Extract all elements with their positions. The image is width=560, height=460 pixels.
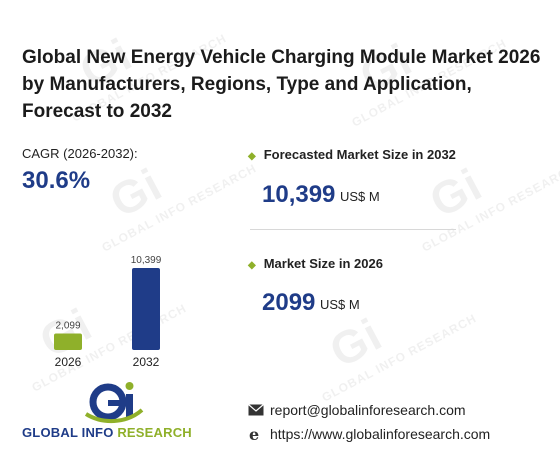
email-contact[interactable]: report@globalinforesearch.com xyxy=(248,402,466,418)
bullet-icon: ◆ xyxy=(248,151,256,162)
forecast-size-value: 10,399 xyxy=(262,181,336,208)
brand-logo xyxy=(84,382,144,424)
divider xyxy=(250,229,456,230)
page-title: Global New Energy Vehicle Charging Modul… xyxy=(22,47,541,122)
cagr-value: 30.6% xyxy=(22,167,91,194)
market-size-label: ◆ Market Size in 2026 xyxy=(248,256,383,271)
bar-2026 xyxy=(54,333,82,350)
bullet-icon: ◆ xyxy=(248,260,256,271)
market-size-bar-chart: 2,099 2026 10,399 2032 xyxy=(54,255,162,369)
svg-text:e: e xyxy=(249,426,259,442)
market-size-value: 2099 xyxy=(262,289,316,316)
cagr-label: CAGR (2026-2032): xyxy=(22,146,138,161)
email-link[interactable]: report@globalinforesearch.com xyxy=(270,402,466,418)
watermark: Gi GLOBAL INFO RESEARCH xyxy=(99,157,259,255)
x-tick-label: 2032 xyxy=(133,355,160,369)
watermark: Gi GLOBAL INFO RESEARCH xyxy=(319,307,479,405)
website-link[interactable]: https://www.globalinforesearch.com xyxy=(270,426,491,442)
x-tick-label: 2026 xyxy=(55,355,82,369)
website-contact[interactable]: e https://www.globalinforesearch.com xyxy=(248,426,490,442)
brand-name: GLOBAL INFO RESEARCH xyxy=(22,425,192,440)
data-label: 2,099 xyxy=(55,320,80,331)
data-label: 10,399 xyxy=(131,255,162,266)
email-icon xyxy=(248,404,264,416)
bar-2032 xyxy=(132,268,160,350)
market-size-unit: US$ M xyxy=(320,297,360,312)
forecast-size-unit: US$ M xyxy=(340,189,380,204)
forecast-size-label: ◆ Forecasted Market Size in 2032 xyxy=(248,147,456,162)
watermark: Gi GLOBAL INFO RESEARCH xyxy=(419,157,560,255)
web-icon: e xyxy=(249,426,259,442)
